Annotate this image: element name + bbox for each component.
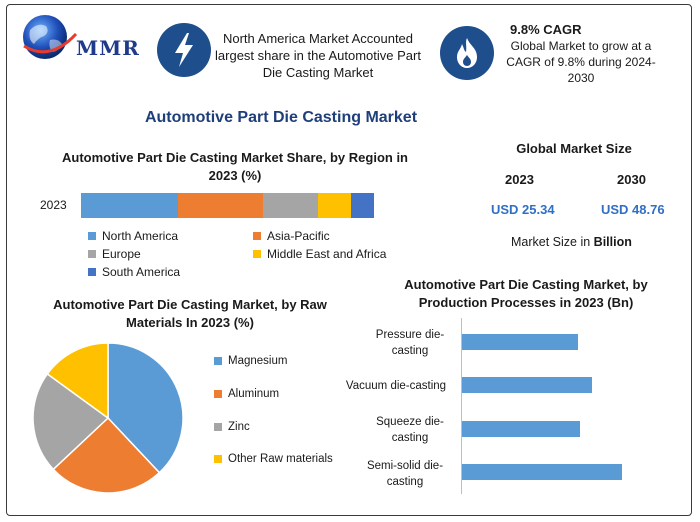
logo-text: MMR (76, 36, 140, 60)
market-size-unit: Market Size in Billion (511, 235, 632, 249)
cagr-text: Global Market to grow at a CAGR of 9.8% … (506, 39, 656, 85)
legend-swatch (214, 390, 222, 398)
infographic-frame (6, 4, 692, 516)
bar-label-squeeze: Squeeze die-casting (376, 416, 444, 444)
legend-swatch (88, 250, 96, 258)
pie-slice-zinc (32, 372, 110, 471)
legend-label: Magnesium (228, 355, 288, 367)
legend-label: Other Raw materials (228, 453, 333, 465)
bar-pressure-die-casting (462, 334, 578, 350)
cagr-title: 9.8% CAGR (510, 22, 582, 37)
legend-label: Middle East and Africa (267, 247, 387, 261)
north-america-share-text: North America Market Accounted largest s… (215, 31, 421, 80)
segment-middle-east-and-africa (318, 193, 351, 218)
segment-north-america (81, 193, 178, 218)
processes-axis-line (461, 318, 462, 494)
legend-label: North America (102, 229, 179, 243)
legend-swatch (253, 250, 261, 258)
market-value-2030: USD 48.76 (601, 202, 665, 217)
market-year-2023: 2023 (505, 172, 534, 187)
lightning-icon (157, 23, 211, 77)
legend-swatch (253, 232, 261, 240)
legend-south-america: South America (88, 265, 180, 279)
pie-slice-other-raw-materials (46, 342, 109, 420)
unit-bold: Billion (593, 235, 632, 249)
processes-chart-title: Automotive Part Die Casting Market, by P… (404, 277, 648, 310)
region-chart-title: Automotive Part Die Casting Market Share… (61, 150, 408, 183)
market-value-2023: USD 25.34 (491, 202, 555, 217)
market-size-title: Global Market Size (516, 141, 632, 156)
region-year-label: 2023 (40, 198, 67, 212)
legend-north-america: North America (88, 229, 178, 243)
pie-legend-aluminum: Aluminum (214, 388, 279, 400)
bar-label-vacuum: Vacuum die-casting (345, 380, 447, 392)
main-title: Automotive Part Die Casting Market (144, 109, 418, 126)
bar-label-pressure: Pressure die-casting (375, 329, 445, 357)
unit-prefix: Market Size in (511, 235, 594, 249)
legend-label: Zinc (228, 421, 250, 433)
legend-swatch (88, 232, 96, 240)
legend-label: Europe (102, 247, 141, 261)
market-year-2030: 2030 (617, 172, 646, 187)
segment-europe (262, 193, 319, 218)
segment-south-america (350, 193, 374, 218)
legend-label: Asia-Pacific (267, 229, 330, 243)
legend-label: Aluminum (228, 388, 280, 400)
pie-slice-magnesium (107, 342, 184, 474)
segment-asia-pacific (177, 193, 263, 218)
bar-vacuum-die-casting (462, 377, 593, 393)
bar-semi-solid-die-casting (462, 464, 622, 480)
raw-materials-chart-title: Automotive Part Die Casting Market, by R… (53, 297, 327, 330)
legend-swatch (214, 455, 222, 463)
pie-slice-aluminum (52, 416, 161, 494)
legend-asia-pacific: Asia-Pacific (253, 229, 330, 243)
legend-swatch (88, 268, 96, 276)
flame-icon (440, 26, 494, 80)
bar-squeeze-die-casting (462, 421, 580, 437)
pie-legend-magnesium: Magnesium (214, 355, 287, 367)
legend-swatch (214, 357, 222, 365)
legend-europe: Europe (88, 247, 141, 261)
pie-legend-zinc: Zinc (214, 421, 250, 433)
bar-label-semi-solid: Semi-solid die-casting (366, 460, 444, 488)
pie-legend-other: Other Raw materials (214, 453, 333, 465)
region-stacked-bar (81, 193, 374, 218)
raw-materials-pie (32, 342, 184, 494)
legend-swatch (214, 423, 222, 431)
legend-mea: Middle East and Africa (253, 247, 386, 261)
legend-label: South America (102, 265, 181, 279)
globe-logo-icon (23, 15, 78, 59)
